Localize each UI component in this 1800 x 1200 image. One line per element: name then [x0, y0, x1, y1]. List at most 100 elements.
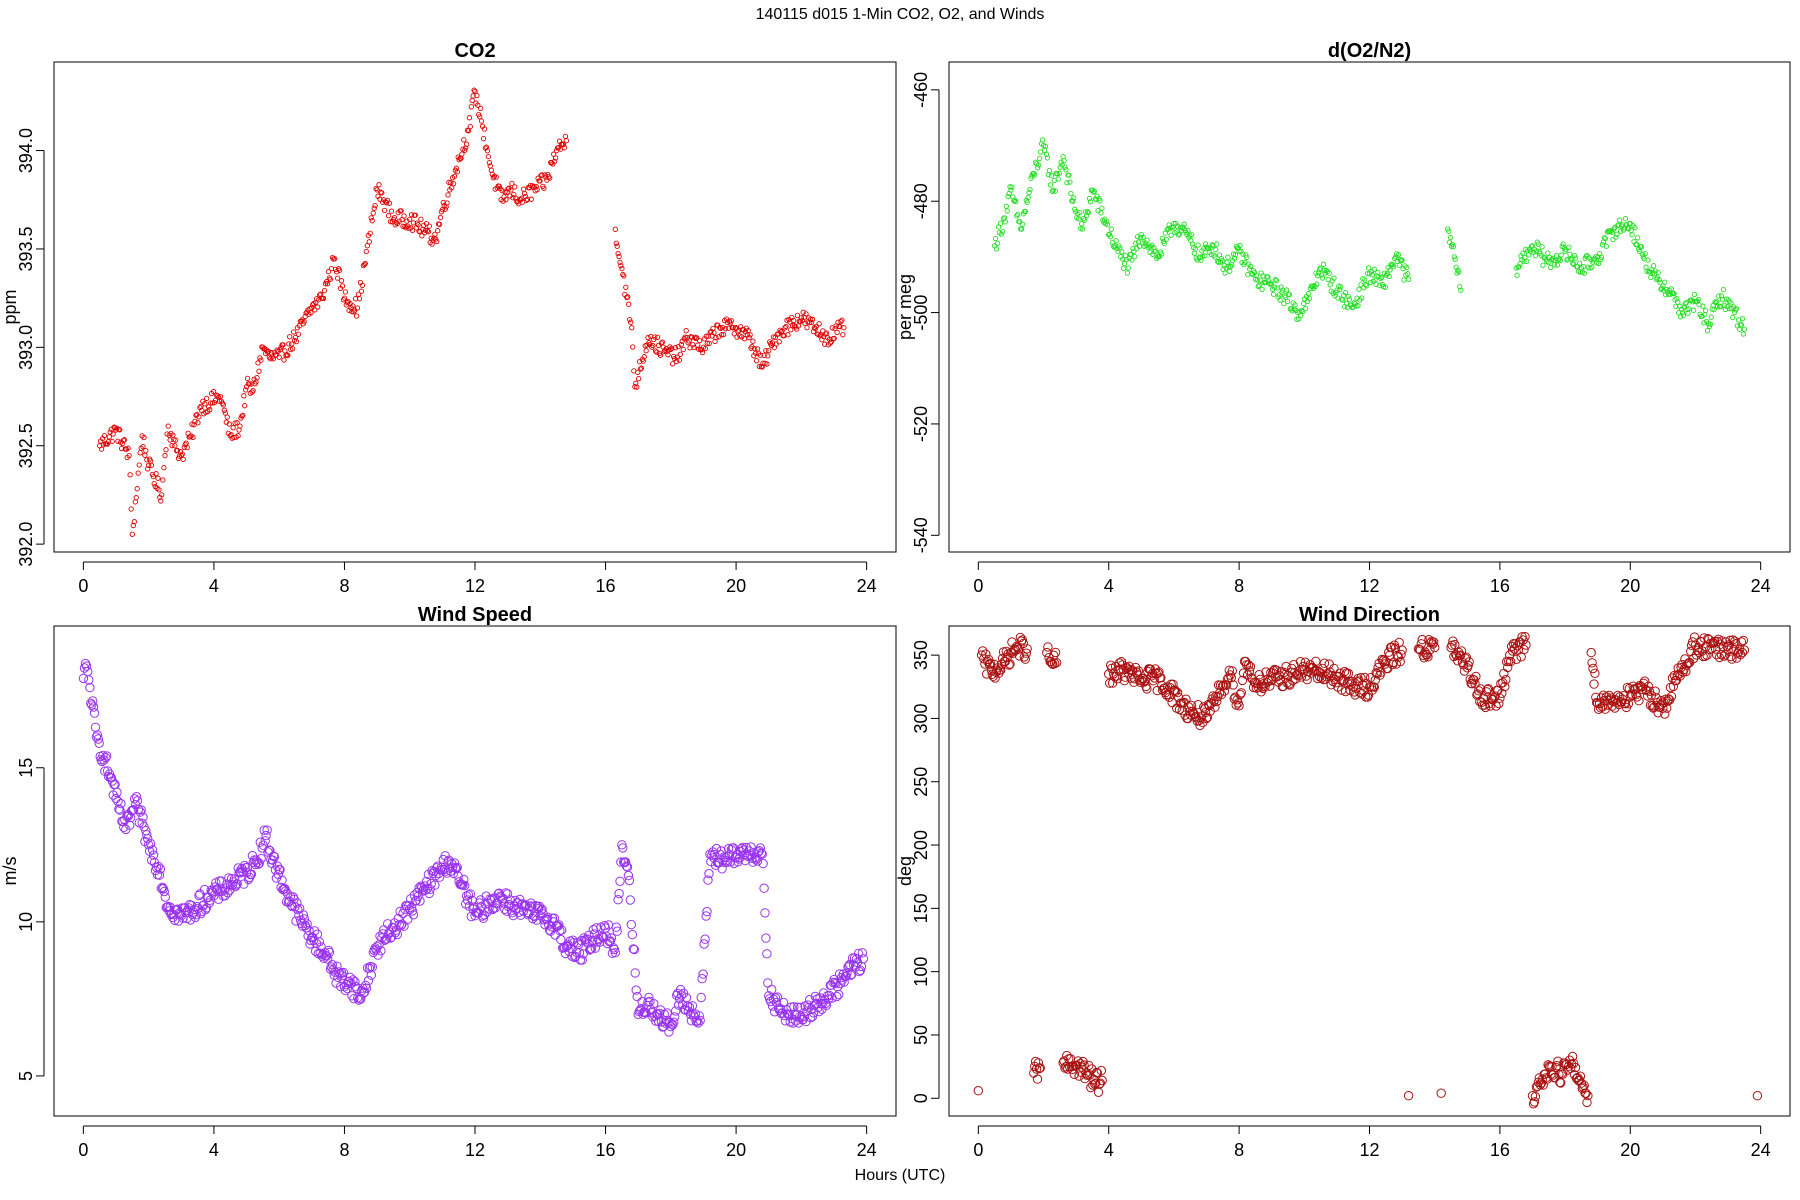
co2-data-point	[134, 486, 140, 492]
co2-data-point	[161, 464, 167, 471]
wind-speed-x-tick-label: 8	[339, 1140, 349, 1160]
co2-data-point	[539, 172, 545, 178]
wind-speed-x-tick-label: 20	[726, 1140, 746, 1160]
co2-data-point	[541, 185, 547, 191]
co2-data-point	[366, 239, 372, 245]
wind-speed-data-point	[350, 977, 360, 987]
o2-data-point	[1007, 184, 1013, 190]
wind-speed-data-point	[543, 912, 553, 922]
wind-direction-data-point	[1378, 656, 1388, 666]
wind-speed-data-point	[699, 939, 709, 949]
co2-x-tick-label: 4	[209, 576, 219, 596]
wind-speed-data-point	[147, 845, 158, 855]
co2-data-point	[471, 87, 477, 93]
wind-direction-data-point	[1503, 662, 1513, 673]
wind-speed-data-point	[542, 914, 552, 924]
o2-data-point	[1119, 249, 1125, 255]
co2-data-point	[546, 174, 552, 180]
o2-data-point	[1720, 286, 1727, 293]
o2-data-point	[1171, 220, 1177, 227]
wind-speed-data-point	[761, 933, 771, 943]
o2-data-point	[1223, 265, 1229, 271]
o2-data-point	[1292, 302, 1298, 308]
wind-direction-data-point	[1051, 658, 1062, 668]
wind-direction-data-point	[1388, 657, 1399, 668]
co2-data-point	[353, 313, 360, 319]
wind-direction-data-point	[1254, 670, 1264, 680]
o2-data-point	[1642, 250, 1648, 257]
o2-data-point	[1198, 257, 1204, 264]
co2-data-point	[680, 346, 686, 353]
wind-speed-data-point	[702, 906, 712, 917]
wind-speed-data-point	[766, 996, 776, 1007]
wind-direction-data-point	[1157, 680, 1167, 691]
wind-direction-data-point	[1528, 1099, 1539, 1109]
co2-data-point	[448, 180, 454, 186]
wind-speed-data-point	[639, 1007, 649, 1017]
wind-speed-data-point	[424, 888, 434, 899]
co2-data-point	[379, 190, 385, 196]
wind-speed-data-point	[649, 999, 659, 1009]
o2-data-point	[1018, 226, 1025, 232]
wind-speed-data-point	[676, 990, 687, 1000]
o2-data-point	[1236, 248, 1242, 254]
wind-direction-data-point	[1416, 639, 1427, 649]
wind-speed-data-point	[834, 989, 844, 1000]
wind-speed-data-point	[537, 904, 547, 914]
o2-data-point	[1013, 198, 1019, 205]
o2-data-point	[1120, 265, 1127, 271]
wind-speed-data-point	[119, 822, 129, 832]
co2-data-point	[315, 304, 321, 310]
co2-data-point	[629, 325, 635, 331]
co2-data-point	[368, 215, 374, 221]
o2-data-point	[1382, 284, 1388, 290]
o2-data-point	[1042, 143, 1049, 149]
wind-speed-data-point	[243, 874, 254, 885]
co2-data-point	[551, 158, 558, 165]
wind-speed-data-point	[277, 875, 287, 885]
wind-speed-data-point	[520, 901, 531, 911]
o2-data-point	[1638, 244, 1645, 250]
co2-data-point	[760, 360, 766, 366]
o2-data-point	[1012, 197, 1018, 204]
wind-direction-data-point	[1495, 693, 1505, 703]
wind-direction-data-point	[1338, 676, 1348, 686]
wind-direction-data-point	[1236, 688, 1247, 698]
co2-data-point	[144, 457, 150, 463]
wind-speed-data-point	[323, 945, 334, 956]
o2-data-point	[1545, 250, 1551, 256]
co2-data-point	[325, 268, 332, 275]
o2-data-point	[1254, 277, 1260, 283]
wind-direction-data-point	[1201, 713, 1212, 724]
co2-data-point	[470, 93, 476, 99]
wind-direction-data-point	[1034, 1063, 1045, 1074]
wind-direction-data-point	[1485, 701, 1496, 711]
wind-speed-data-point	[391, 925, 401, 935]
wind-speed-data-point	[479, 910, 489, 920]
co2-data-point	[788, 327, 794, 333]
co2-data-point	[451, 173, 458, 179]
o2-data-point	[1686, 306, 1692, 312]
wind-direction-data-point	[1699, 633, 1709, 643]
o2-data-point	[1214, 241, 1220, 247]
wind-direction-data-point	[1509, 644, 1520, 654]
wind-speed-data-point	[113, 796, 123, 807]
wind-speed-data-point	[737, 844, 747, 854]
wind-speed-data-point	[79, 663, 90, 673]
wind-direction-data-point	[973, 1086, 983, 1096]
wind-direction-y-tick-label: 50	[911, 1025, 931, 1045]
wind-speed-data-point	[703, 875, 713, 885]
o2-data-point	[1058, 159, 1064, 165]
co2-data-point	[289, 341, 295, 347]
o2-data-point	[1130, 245, 1136, 252]
co2-data-point	[547, 175, 553, 181]
co2-data-point	[621, 273, 627, 279]
co2-data-point	[653, 349, 660, 355]
wind-direction-x-tick-label: 12	[1359, 1140, 1379, 1160]
wind-speed-data-point	[125, 820, 135, 830]
wind-speed-data-point	[250, 859, 261, 870]
o2-data-point	[1680, 312, 1687, 318]
co2-data-point	[757, 352, 763, 358]
wind-direction-data-point	[1497, 688, 1507, 698]
wind-speed-data-point	[554, 920, 564, 930]
